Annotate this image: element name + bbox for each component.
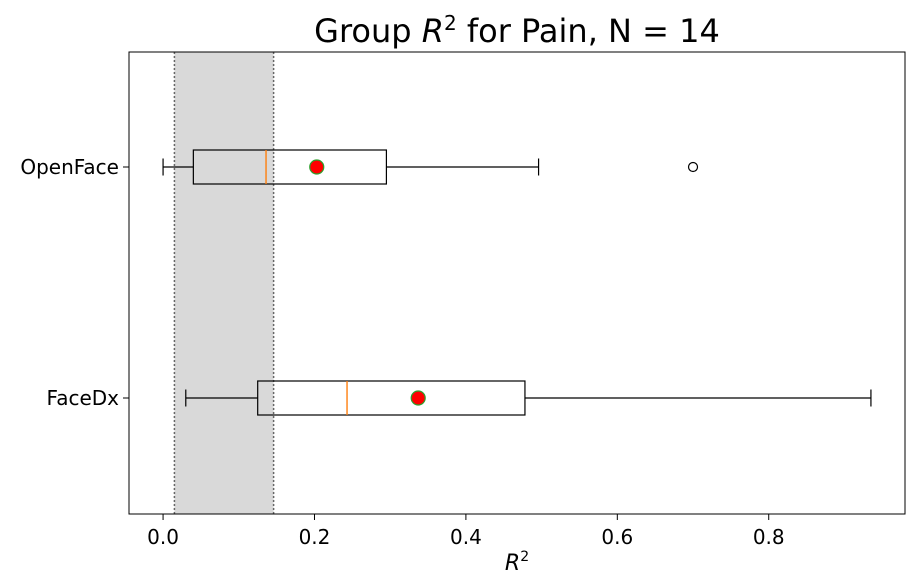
box-iqr	[257, 380, 526, 416]
x-axis-label: R2	[505, 549, 529, 576]
mean-marker	[309, 159, 325, 175]
plot-area	[128, 51, 906, 515]
x-tick-label: 0.0	[147, 525, 179, 549]
x-tick-label: 0.8	[753, 525, 785, 549]
outlier-point	[687, 161, 699, 173]
chart-title: Group R2 for Pain, N = 14	[314, 11, 720, 50]
box-facedx	[185, 380, 872, 416]
y-tick-label: OpenFace	[20, 155, 119, 179]
mean-marker	[410, 390, 426, 406]
x-tick-label: 0.2	[299, 525, 331, 549]
box-openface	[162, 149, 699, 185]
shaded-band	[174, 52, 274, 514]
x-tick-label: 0.6	[601, 525, 633, 549]
box-iqr	[192, 149, 388, 185]
x-tick-label: 0.4	[450, 525, 482, 549]
y-tick-label: FaceDx	[47, 386, 120, 410]
